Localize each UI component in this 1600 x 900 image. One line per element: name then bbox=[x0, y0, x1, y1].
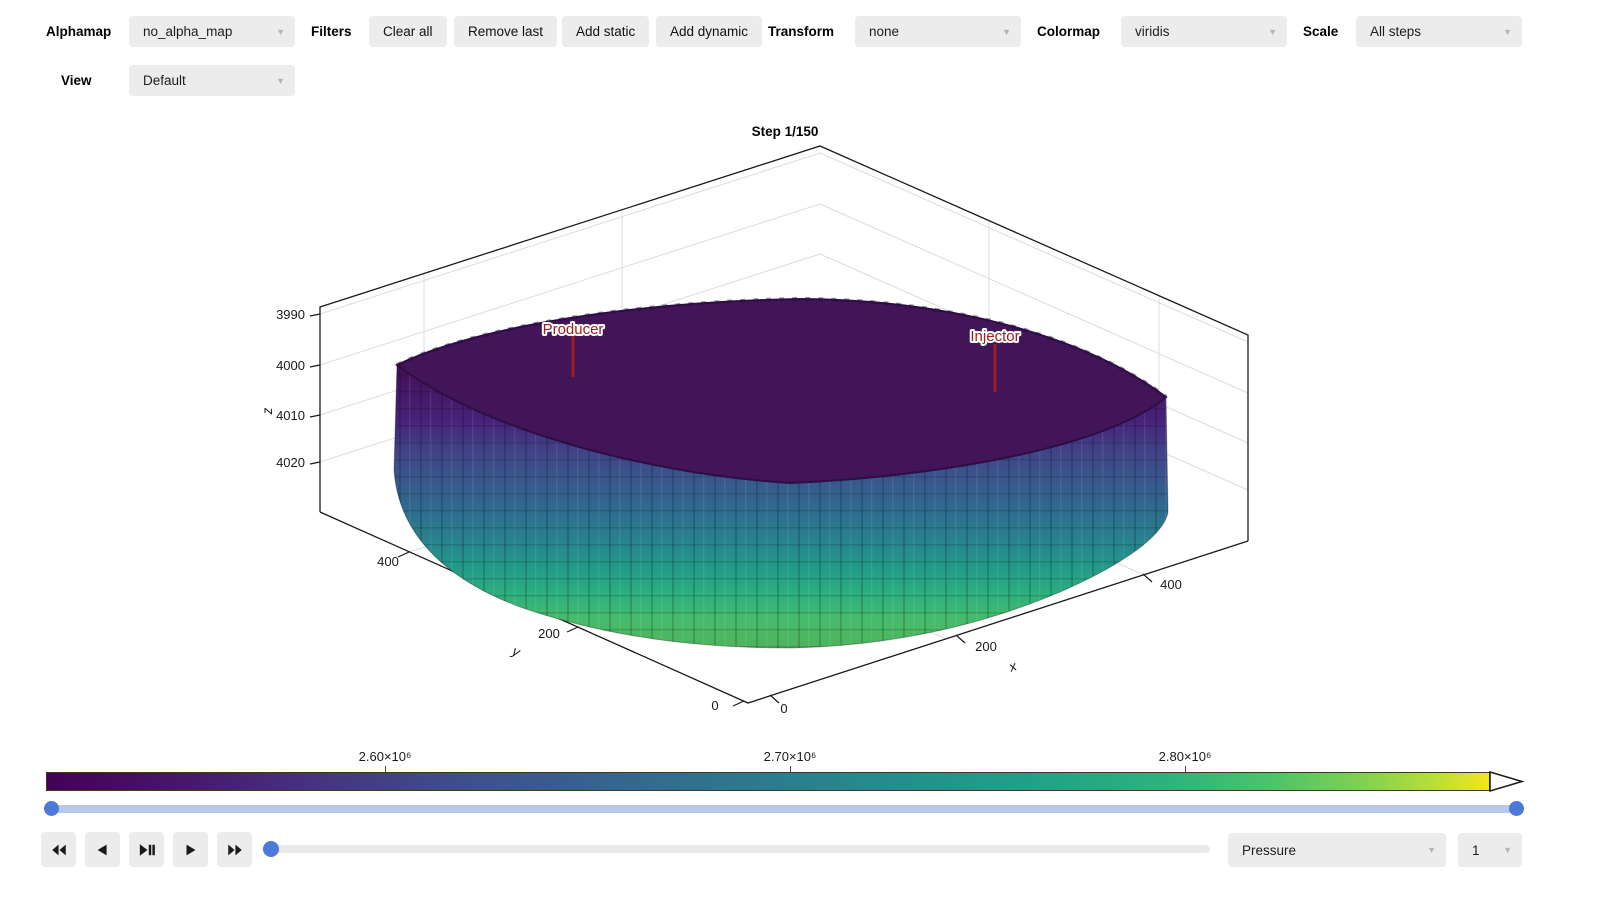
remove-last-button[interactable]: Remove last bbox=[454, 16, 558, 47]
reservoir-voxel-body bbox=[393, 296, 1169, 649]
colorbar-tickmark bbox=[1185, 766, 1186, 772]
alphamap-label: Alphamap bbox=[46, 24, 112, 39]
x-tick: 400 bbox=[1160, 577, 1182, 592]
plot-3d-canvas[interactable]: Step 1/150 bbox=[0, 100, 1600, 740]
timestep-slider[interactable] bbox=[262, 845, 1210, 853]
timestep-slider-handle[interactable] bbox=[263, 841, 279, 857]
chevron-down-icon: ▼ bbox=[1503, 26, 1512, 37]
producer-well-label: Producer bbox=[543, 321, 604, 338]
step-size-value: 1 bbox=[1472, 842, 1480, 858]
transform-label: Transform bbox=[768, 24, 835, 39]
y-axis-label: y bbox=[509, 643, 523, 660]
transform-value: none bbox=[869, 24, 900, 39]
view-dropdown[interactable]: Default ▼ bbox=[129, 65, 295, 96]
add-dynamic-button[interactable]: Add dynamic bbox=[656, 16, 763, 47]
chevron-down-icon: ▼ bbox=[1002, 26, 1011, 37]
clear-all-button[interactable]: Clear all bbox=[369, 16, 447, 47]
colorbar-tick-label: 2.80×10⁶ bbox=[1158, 749, 1212, 764]
colormap-dropdown[interactable]: viridis ▼ bbox=[1121, 16, 1287, 47]
z-tick: 4000 bbox=[276, 358, 305, 373]
plot-title: Step 1/150 bbox=[752, 124, 819, 139]
tick-marks bbox=[309, 313, 1153, 707]
z-tick: 4010 bbox=[276, 408, 305, 423]
colormap-label: Colormap bbox=[1037, 24, 1101, 39]
z-tick: 3990 bbox=[276, 307, 305, 322]
y-tick: 0 bbox=[711, 698, 718, 713]
colorbar-arrow-icon bbox=[1489, 770, 1525, 793]
x-axis-label: x bbox=[1006, 658, 1019, 675]
fast-backward-icon bbox=[51, 844, 66, 855]
injector-well-label: Injector bbox=[970, 328, 1019, 345]
colorbar-tickmark bbox=[385, 766, 386, 772]
chevron-down-icon: ▼ bbox=[1503, 845, 1512, 855]
quantity-dropdown[interactable]: Pressure ▼ bbox=[1228, 833, 1446, 867]
colorbar-gradient bbox=[46, 772, 1490, 791]
colormap-value: viridis bbox=[1135, 24, 1170, 39]
step-size-dropdown[interactable]: 1 ▼ bbox=[1458, 833, 1522, 867]
step-backward-icon bbox=[97, 844, 107, 855]
transform-dropdown[interactable]: none ▼ bbox=[855, 16, 1021, 47]
colorbar-tick-label: 2.70×10⁶ bbox=[763, 749, 817, 764]
view-label: View bbox=[61, 73, 92, 88]
y-tick: 400 bbox=[377, 554, 399, 569]
chevron-down-icon: ▼ bbox=[1268, 26, 1277, 37]
scale-label: Scale bbox=[1303, 24, 1339, 39]
quantity-value: Pressure bbox=[1242, 842, 1297, 858]
colorbar-range-slider[interactable] bbox=[46, 805, 1522, 813]
z-axis-label: z bbox=[260, 407, 275, 415]
add-static-button[interactable]: Add static bbox=[562, 16, 650, 47]
alphamap-value: no_alpha_map bbox=[143, 24, 233, 39]
colorbar-tick-label: 2.60×10⁶ bbox=[358, 749, 412, 764]
chevron-down-icon: ▼ bbox=[276, 26, 285, 37]
play-button[interactable] bbox=[173, 832, 208, 867]
filters-label: Filters bbox=[311, 24, 352, 39]
step-backward-button[interactable] bbox=[85, 832, 120, 867]
range-slider-max-handle[interactable] bbox=[1509, 801, 1524, 816]
colorbar-tickmark bbox=[790, 766, 791, 772]
play-pause-button[interactable] bbox=[129, 832, 164, 867]
z-tick: 4020 bbox=[276, 455, 305, 470]
axis-tick-labels: 3990 4000 4010 4020 400 200 0 0 200 400 bbox=[276, 307, 1182, 716]
scale-dropdown[interactable]: All steps ▼ bbox=[1356, 16, 1522, 47]
fast-forward-icon bbox=[227, 844, 242, 855]
wells: Producer Injector bbox=[541, 319, 1022, 392]
view-value: Default bbox=[143, 73, 186, 88]
play-icon bbox=[186, 844, 195, 855]
scale-value: All steps bbox=[1370, 24, 1422, 39]
alphamap-dropdown[interactable]: no_alpha_map ▼ bbox=[129, 16, 295, 47]
range-slider-min-handle[interactable] bbox=[44, 801, 59, 816]
chevron-down-icon: ▼ bbox=[276, 75, 285, 86]
chevron-down-icon: ▼ bbox=[1427, 845, 1436, 855]
play-pause-icon bbox=[139, 843, 155, 856]
fast-backward-button[interactable] bbox=[41, 832, 76, 867]
x-tick: 0 bbox=[780, 701, 787, 716]
y-tick: 200 bbox=[538, 626, 560, 641]
x-tick: 200 bbox=[975, 639, 997, 654]
fast-forward-button[interactable] bbox=[217, 832, 252, 867]
